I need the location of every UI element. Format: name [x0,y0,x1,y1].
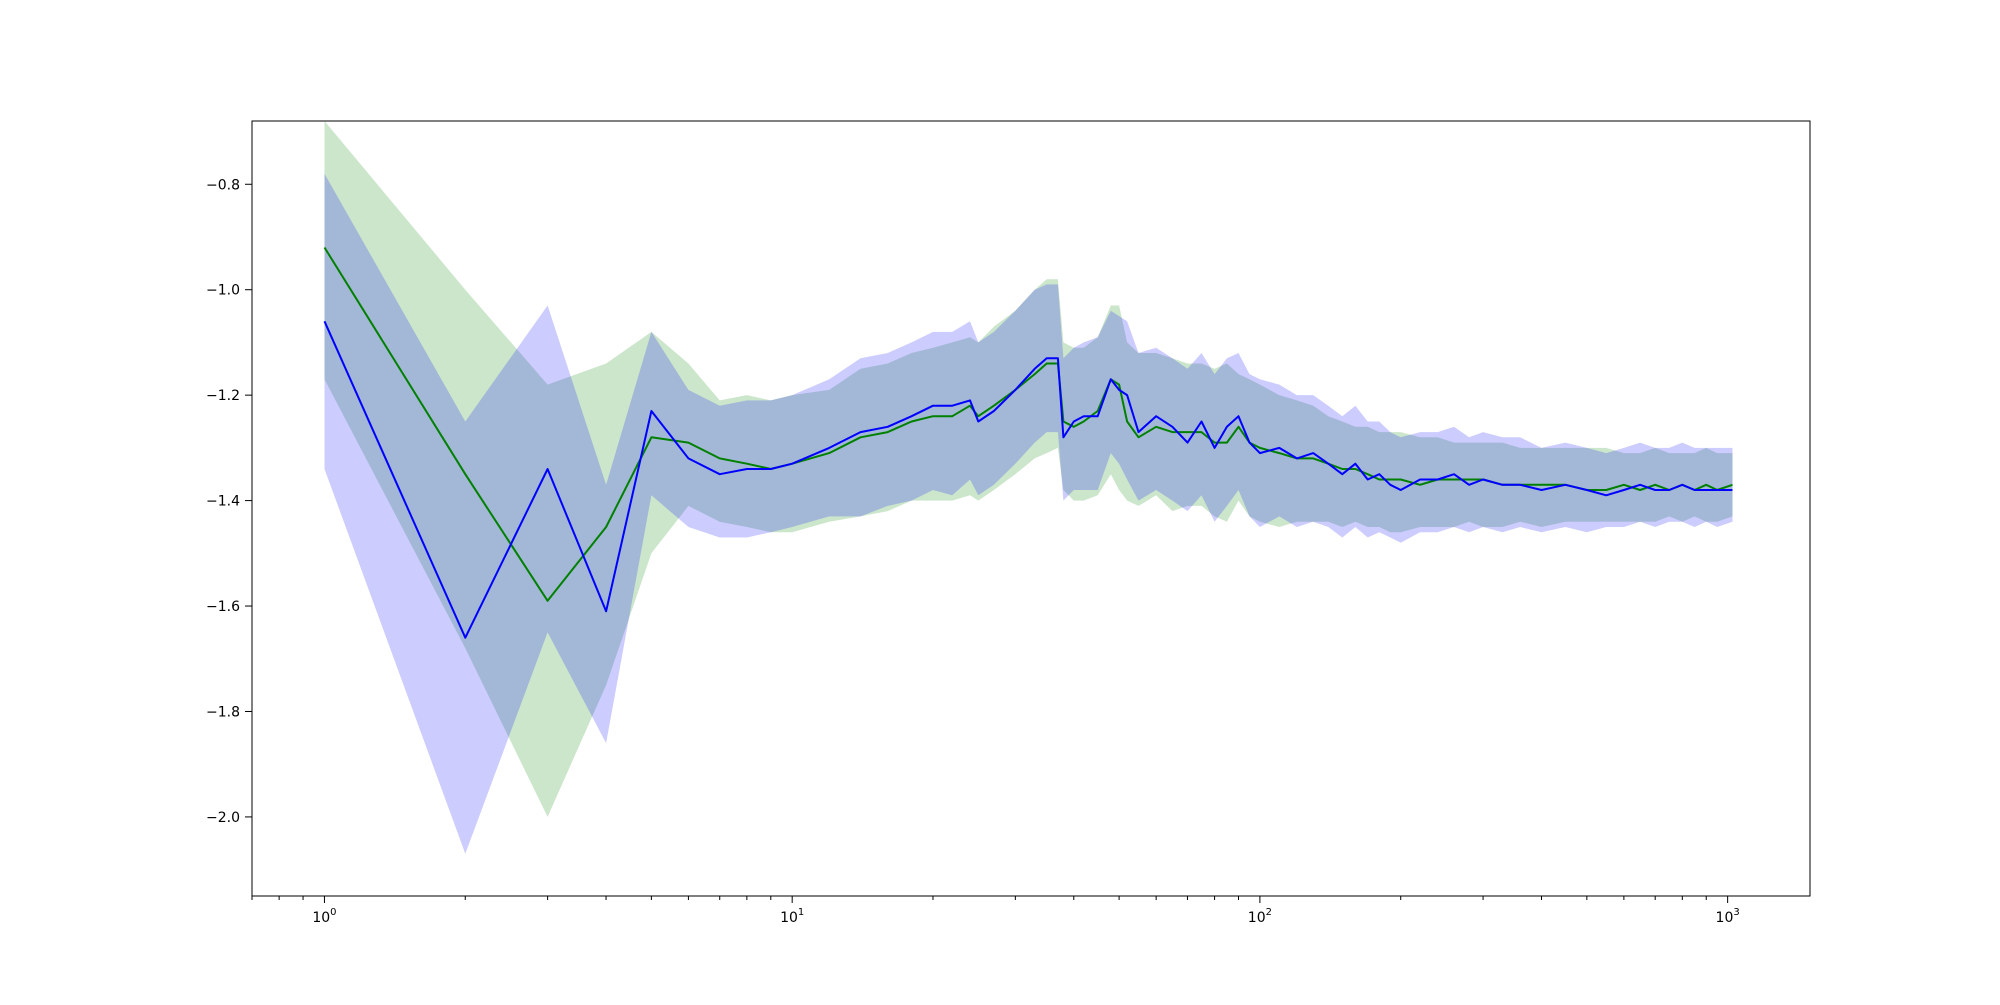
series-0-band [324,121,1733,817]
bands-layer [324,121,1733,854]
y-tick-label: −1.8 [206,704,240,720]
x-axis: 100 101 102 103 [251,896,1740,926]
y-tick-label: −1.0 [206,283,240,299]
y-tick-label: −1.6 [206,599,240,615]
y-tick-label: −1.2 [206,388,240,404]
plot-frame [251,120,1811,897]
y-tick-label: −2.0 [206,810,240,826]
x-tick-label: 101 [780,907,804,926]
y-axis: −0.8 −1.0 −1.2 −1.4 −1.6 −1.8 −2.0 [206,177,252,826]
series-0-line [323,246,1733,602]
y-tick-label: −0.8 [206,177,240,193]
x-tick-label: 100 [312,907,336,926]
x-tick-label: 102 [1248,907,1272,926]
series-1-line [323,320,1733,639]
series-1-band [324,173,1733,854]
x-tick-label: 103 [1716,907,1740,926]
y-tick-label: −1.4 [206,494,240,510]
lines-layer [323,246,1733,639]
